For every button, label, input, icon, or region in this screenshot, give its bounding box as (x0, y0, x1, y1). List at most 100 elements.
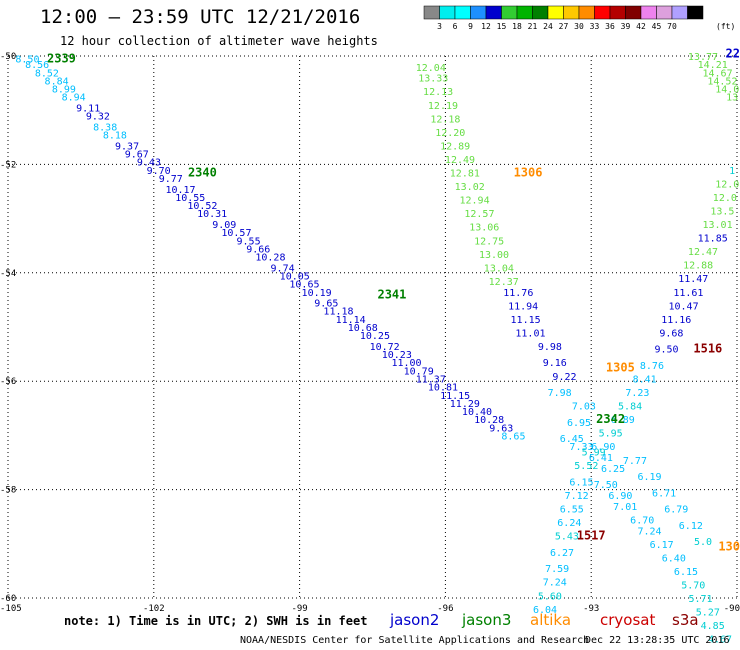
swh-value-label: 7.50 (594, 480, 618, 491)
satellite-legend-entry: jason2 (389, 611, 439, 629)
swh-value-label: 7.24 (543, 578, 567, 589)
chart-grid (7, 55, 738, 599)
swh-value-label: 5.70 (681, 580, 705, 591)
swh-value-label: 10.47 (668, 301, 698, 312)
swh-value-label: 7.03 (572, 402, 596, 413)
x-tick-label: -90 (724, 604, 740, 614)
colorbar-swatch (454, 5, 471, 20)
swh-value-label: 12.04 (416, 63, 446, 74)
swh-value-label: 7.98 (548, 388, 572, 399)
swh-value-label: 8.38 (93, 122, 117, 133)
swh-value-label: 5.43 (555, 532, 579, 543)
swh-value-label: 8.41 (633, 374, 657, 385)
colorbar-swatch (563, 5, 580, 20)
swh-value-label: 1 (729, 166, 735, 177)
swh-value-label: 11.76 (503, 288, 533, 299)
swh-value-label: 10.17 (165, 185, 195, 196)
pass-number-label: 1517 (577, 529, 606, 543)
swh-value-label: 10.81 (428, 383, 458, 394)
colorbar-swatch (470, 5, 487, 20)
swh-value-label: 9.65 (314, 299, 338, 310)
pass-number-label: 2342 (596, 412, 625, 426)
swh-value-label: 6.90 (608, 491, 632, 502)
colorbar-tick-label: 70 (667, 22, 677, 31)
pass-number-label: 1305 (606, 361, 635, 375)
swh-value-label: 4.85 (701, 621, 725, 632)
swh-value-label: 13.01 (703, 220, 733, 231)
swh-value-label: 13 (726, 93, 738, 104)
swh-value-label: 6.90 (591, 442, 615, 453)
pass-number-labels: 2339 2340 2341 2342 1306 1305 1516 1517 22 130 (47, 46, 740, 553)
colorbar-tick-label: 12 (481, 22, 491, 31)
swh-value-label: 6.15 (674, 567, 698, 578)
colorbar-swatch (501, 5, 518, 20)
swh-value-label: 12.49 (445, 155, 475, 166)
swh-value-label: 6.24 (557, 518, 581, 529)
swh-value-label: 8.50 (15, 55, 39, 66)
colorbar-swatch (656, 5, 673, 20)
swh-value-label: 6.89 (611, 415, 635, 426)
colorbar-tick-label: 24 (543, 22, 553, 31)
swh-value-label: 12.13 (423, 87, 453, 98)
swh-value-label: 9.09 (212, 220, 236, 231)
colorbar-tick-label: 9 (468, 22, 473, 31)
colorbar-legend: 3 6 9 12 15 18 21 24 27 30 33 36 39 42 45 70 (ft) (423, 5, 735, 31)
colorbar-tick-label: 36 (605, 22, 615, 31)
colorbar-swatch (609, 5, 626, 20)
x-tick-labels: -105 -102 -99 -96 -93 -90 (0, 604, 740, 614)
colorbar-swatch (687, 5, 704, 20)
swh-value-label: 14.67 (703, 68, 733, 79)
swh-value-label: 5.84 (618, 402, 642, 413)
swh-value-label: 10.55 (175, 193, 205, 204)
swh-value-label: 10.68 (348, 323, 378, 334)
swh-value-label: 14.52 (707, 76, 737, 87)
swh-value-label: 6.40 (662, 553, 686, 564)
satellite-legend-entry: s3a (672, 611, 699, 629)
colorbar-tick-label: 15 (497, 22, 507, 31)
colorbar-swatch (640, 5, 657, 20)
footer-credit: NOAA/NESDIS Center for Satellite Applica… (240, 635, 589, 646)
swh-value-label: 6.04 (533, 605, 557, 616)
swh-value-label: 10.65 (289, 280, 319, 291)
colorbar-tick-label: 3 (437, 22, 442, 31)
chart-title: 12:00 – 23:59 UTC 12/21/2016 (40, 6, 360, 28)
swh-value-label: 9.55 (237, 236, 261, 247)
swh-value-label: 10.19 (302, 288, 332, 299)
swh-value-label: 12.19 (428, 101, 458, 112)
pass-number-label: 2340 (188, 166, 217, 180)
swh-value-label: 10.25 (360, 331, 390, 342)
colorbar-tick-label: 21 (528, 22, 538, 31)
swh-value-label: 9.77 (159, 174, 183, 185)
swh-value-label: 9.70 (147, 166, 171, 177)
satellite-legend-entry: jason3 (461, 611, 511, 629)
y-tick-label: -60 (0, 594, 16, 604)
swh-value-label: 13.00 (479, 250, 509, 261)
colorbar-tick-label: 30 (574, 22, 584, 31)
colorbar-tick-label: 27 (559, 22, 569, 31)
swh-value-label: 6.55 (560, 505, 584, 516)
swh-value-label: 11.29 (450, 399, 480, 410)
swh-value-label: 9.22 (552, 372, 576, 383)
colorbar-swatch (671, 5, 688, 20)
swh-value-label: 8.99 (52, 85, 76, 96)
swh-value-label: 6.12 (679, 521, 703, 532)
swh-value-label: 11.94 (508, 301, 538, 312)
satellite-legend-entry: cryosat (600, 611, 655, 629)
swh-value-label: 6.27 (550, 548, 574, 559)
swh-value-label: 5.99 (582, 448, 606, 459)
pass-number-label: 2339 (47, 52, 76, 66)
swh-value-label: 5.95 (599, 429, 623, 440)
swh-value-label: 6.71 (652, 488, 676, 499)
swh-value-label: 12.37 (489, 277, 519, 288)
swh-value-label: 8.84 (45, 76, 69, 87)
swh-value-label: 13.06 (469, 223, 499, 234)
colorbar-swatch (439, 5, 456, 20)
colorbar-swatch (547, 5, 564, 20)
swh-value-label: 14.0 (715, 85, 739, 96)
pass-number-label: 1306 (514, 166, 543, 180)
swh-value-label: 12.75 (474, 236, 504, 247)
units-note: note: 1) Time is in UTC; 2) SWH is in fe… (64, 614, 367, 628)
swh-value-label: 10.31 (197, 209, 227, 220)
colorbar-tick-label: 18 (512, 22, 522, 31)
